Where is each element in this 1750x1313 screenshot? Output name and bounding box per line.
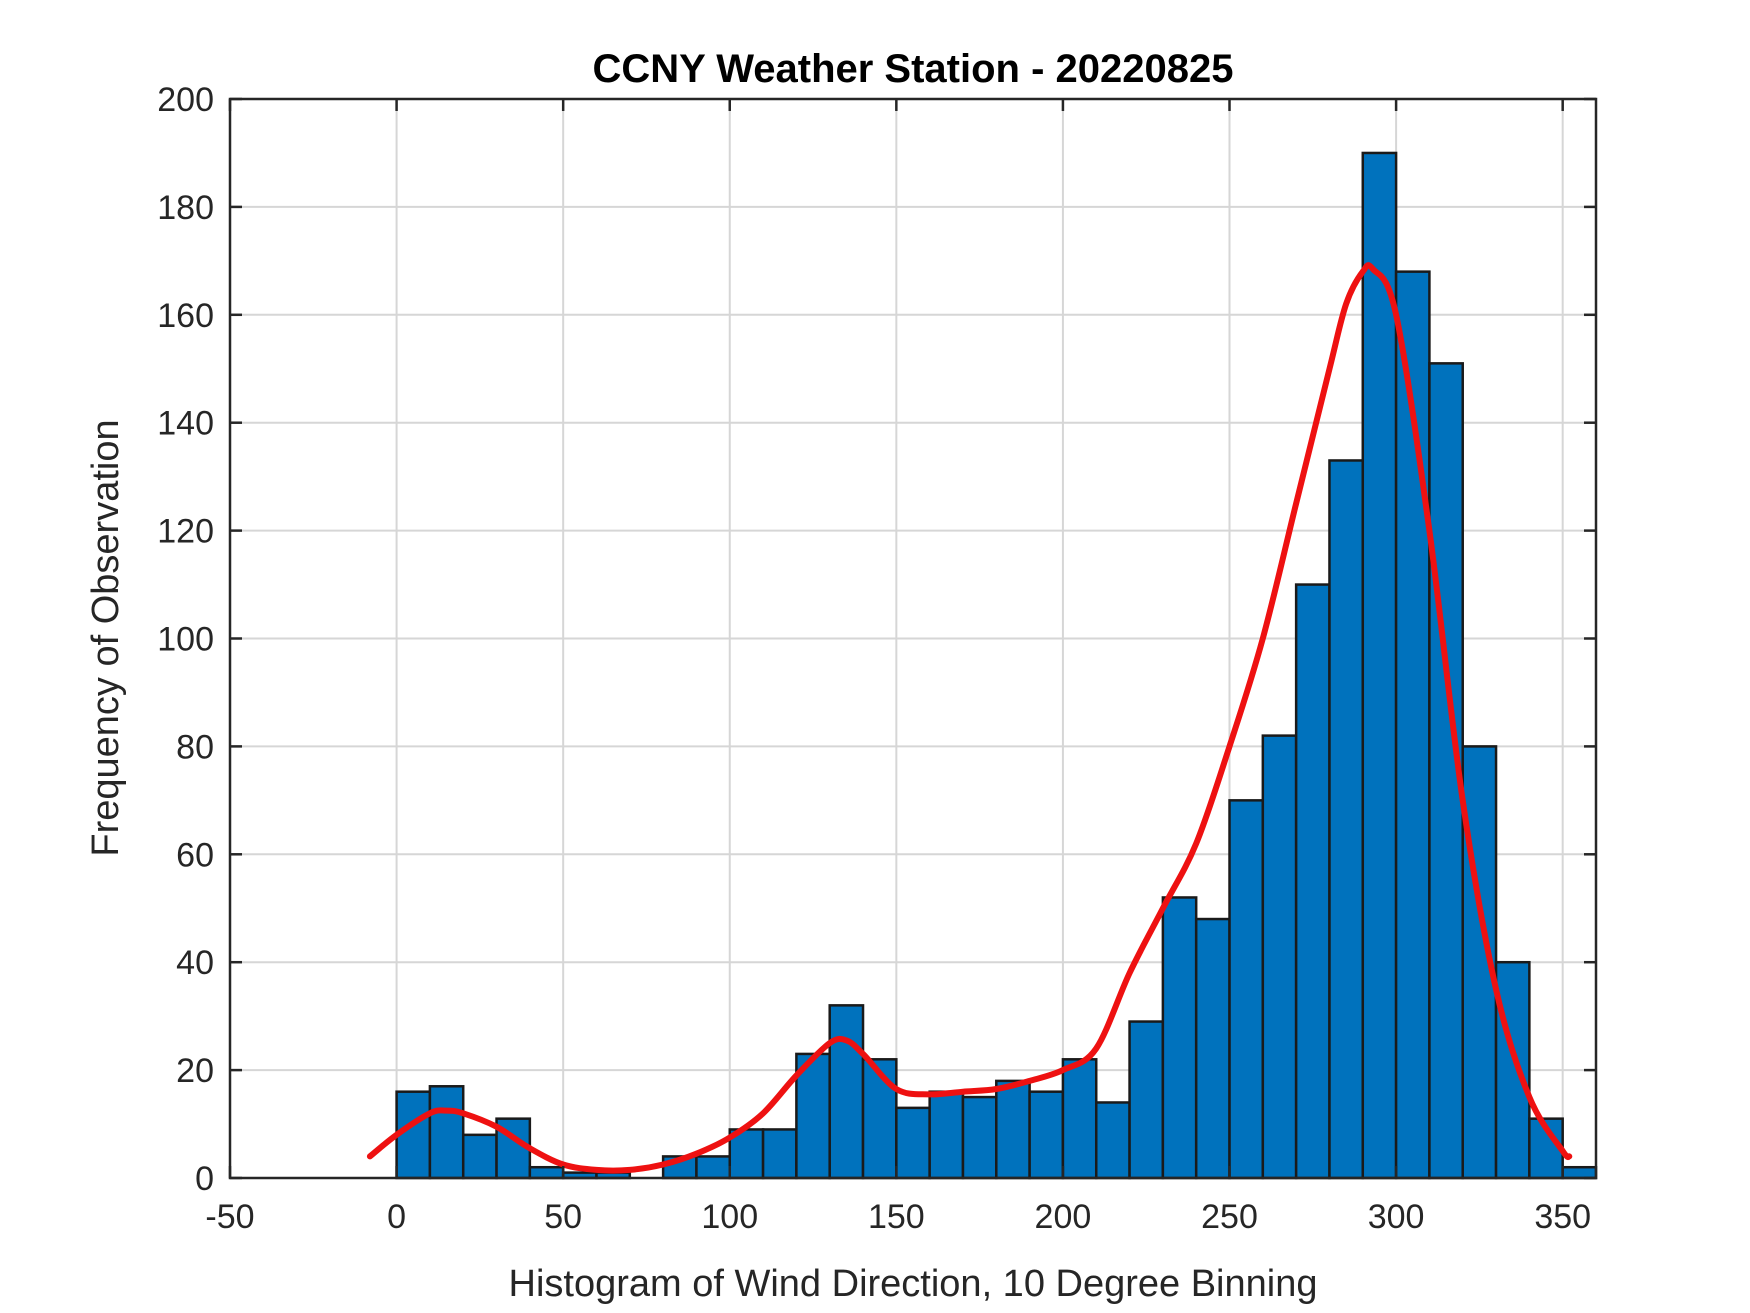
x-tick-label: 200 [1035,1198,1092,1236]
histogram-bar [1294,583,1331,1180]
histogram-bar [761,1128,798,1180]
histogram-bar [695,1155,732,1180]
histogram-bar [861,1058,898,1180]
histogram-bar [895,1106,931,1180]
y-tick-label: 200 [157,81,214,119]
histogram-bar [1561,1165,1598,1180]
y-tick-label: 80 [176,728,214,766]
histogram-bar [1094,1101,1131,1180]
histogram-bar [828,1004,865,1180]
y-axis-label: Frequency of Observation [85,419,127,856]
y-tick-label: 60 [176,836,214,874]
histogram-bar [1328,459,1365,1180]
histogram-bar [1061,1058,1098,1180]
histogram-bar [1261,734,1298,1180]
y-tick-label: 40 [176,944,214,982]
histogram-bar [1494,960,1531,1180]
y-tick-label: 20 [176,1052,214,1090]
histogram-bar [1228,799,1265,1180]
histogram-bar [461,1133,498,1180]
histogram-bar [428,1085,465,1180]
x-tick-label: 50 [544,1198,582,1236]
x-tick-label: -50 [205,1198,254,1236]
x-tick-label: 250 [1201,1198,1258,1236]
y-tick-label: 120 [157,513,214,551]
y-tick-label: 140 [157,405,214,443]
x-tick-label: 350 [1534,1198,1591,1236]
x-tick-labels: -50 0 50 100 150 200 250 300 350 [205,1198,1591,1236]
x-tick-label: 300 [1368,1198,1425,1236]
histogram-bar [928,1090,965,1180]
x-axis-label: Histogram of Wind Direction, 10 Degree B… [509,1263,1318,1305]
y-tick-label: 0 [195,1160,214,1198]
histogram-bar [795,1052,831,1180]
x-tick-label: 150 [868,1198,925,1236]
y-tick-label: 100 [157,621,214,659]
histogram-bar [1361,151,1398,1180]
histogram-bar [1161,896,1198,1180]
axis-ticks [228,97,1596,1180]
y-tick-labels: 0 20 40 60 80 100 120 140 160 180 200 [157,81,214,1198]
histogram-bar [1194,917,1231,1180]
histogram-bar [1128,1020,1165,1180]
x-tick-label: 0 [387,1198,406,1236]
histogram-bar [961,1095,998,1180]
x-tick-label: 100 [701,1198,758,1236]
chart-title: CCNY Weather Station - 20220825 [593,47,1234,91]
density-fit-curve [366,262,1573,1174]
y-tick-label: 160 [157,297,214,335]
histogram-bar [1028,1090,1065,1180]
y-tick-label: 180 [157,189,214,227]
histogram-bar [995,1079,1031,1180]
histogram-bar [528,1165,565,1180]
